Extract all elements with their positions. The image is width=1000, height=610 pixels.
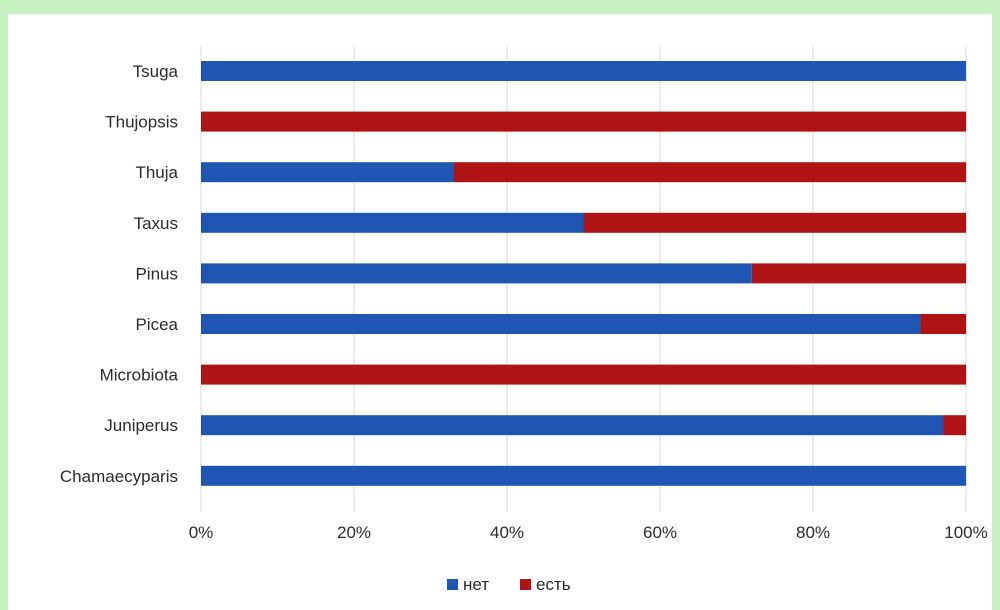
category-label: Thujopsis [105,113,178,132]
bars [201,61,966,486]
category-label: Picea [135,315,178,334]
category-label: Thuja [135,163,178,182]
category-label: Pinus [135,264,178,283]
category-label: Tsuga [133,62,179,81]
bar-segment [201,314,921,334]
category-label: Microbiota [100,366,179,385]
category-label: Juniperus [104,416,178,435]
category-label: Taxus [134,214,178,233]
x-tick-label: 100% [944,523,987,542]
x-tick-label: 80% [796,523,830,542]
bar-segment [920,314,966,334]
bar-segment [201,263,752,284]
category-label: Chamaecyparis [60,467,178,486]
legend-swatch [447,579,458,590]
bar-segment [201,364,966,385]
bar-segment [583,212,966,233]
chart-frame: Tsuga Thujopsis Thuja Taxus Pinus Picea Microb… [8,14,992,610]
stacked-bar-chart: Tsuga Thujopsis Thuja Taxus Pinus Picea Microb… [60,46,988,594]
legend-swatch [520,579,531,590]
bar-segment [201,415,944,436]
category-labels: Tsuga Thujopsis Thuja Taxus Pinus Picea Microb… [60,62,179,486]
bar-segment [201,212,584,233]
bar-segment [201,465,966,486]
bar-segment [943,415,966,436]
legend: нет есть [447,575,571,594]
bar-segment [751,263,966,284]
bar-segment [201,111,966,132]
x-tick-labels: 0% 20% 40% 60% 80% 100% [189,523,988,542]
x-tick-label: 20% [337,523,371,542]
bar-segment [201,162,454,183]
x-tick-label: 40% [490,523,524,542]
x-tick-label: 60% [643,523,677,542]
x-tick-label: 0% [189,523,214,542]
bar-segment [453,162,966,183]
legend-label: есть [536,575,571,594]
legend-label: нет [463,575,489,594]
bar-segment [201,61,966,81]
